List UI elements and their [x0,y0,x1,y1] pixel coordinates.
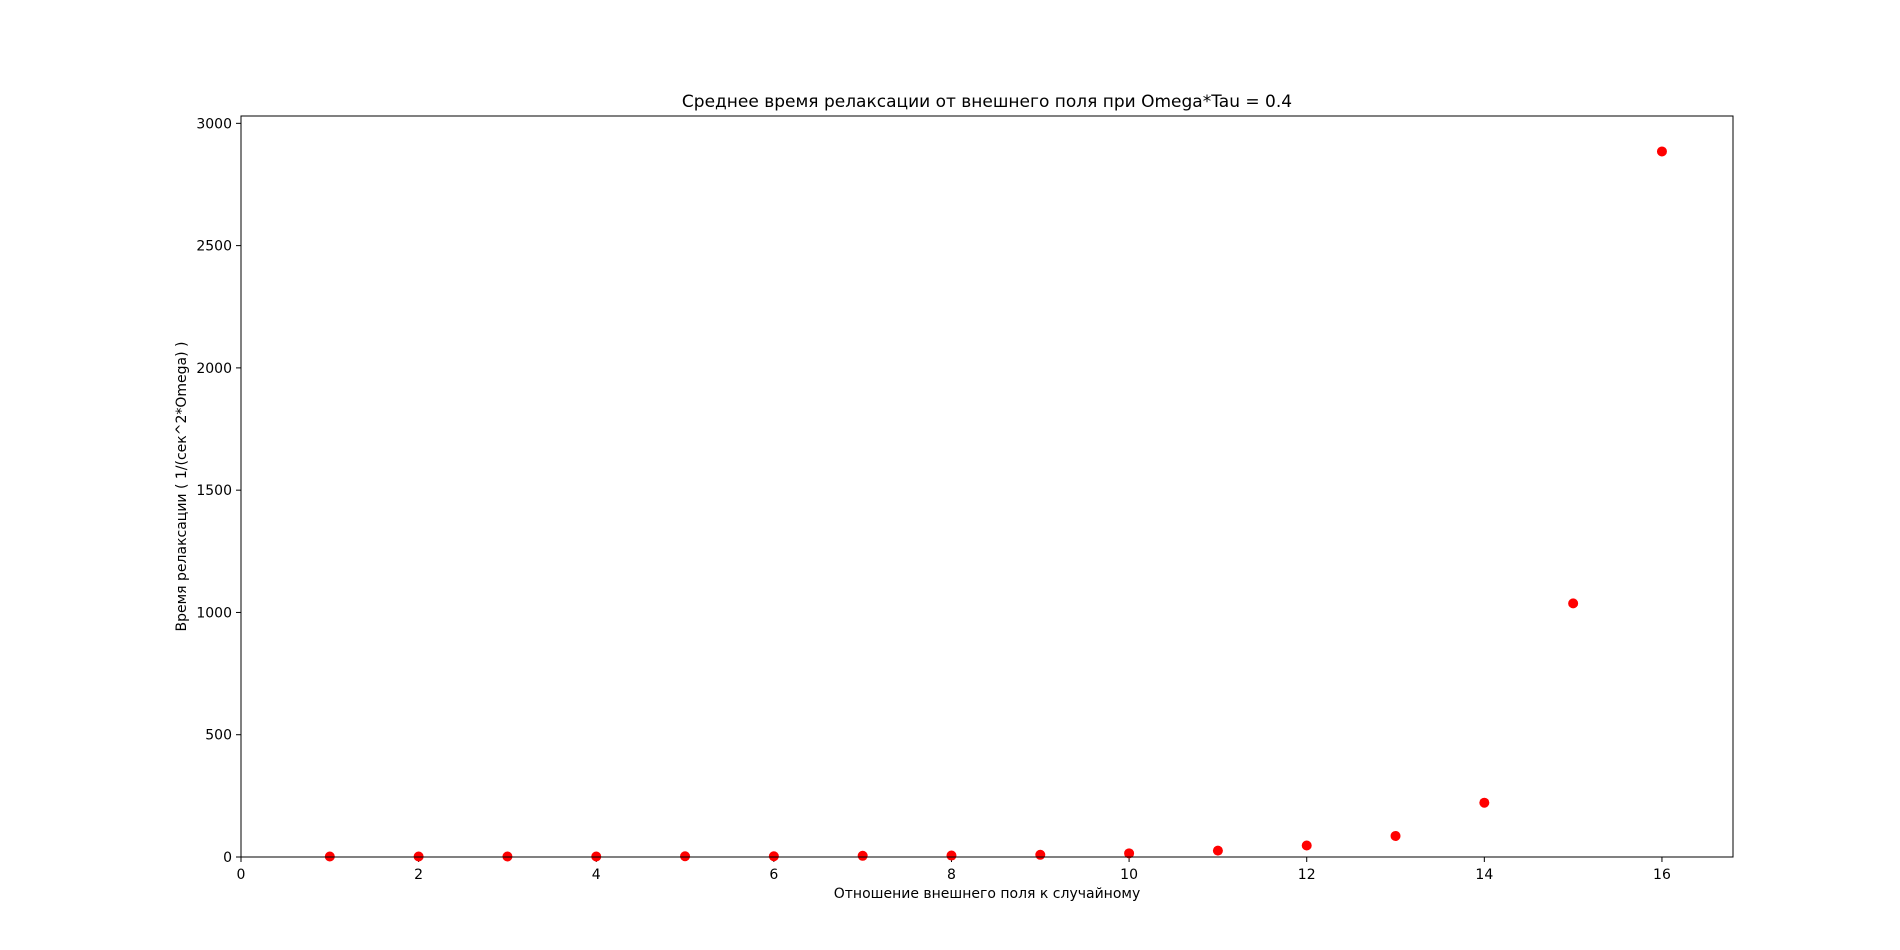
x-tick-label: 4 [592,867,601,883]
y-axis-ticks: 0 500 1000 1500 2000 2500 3000 [196,116,241,866]
data-point [857,850,868,861]
data-point [768,851,779,862]
x-tick-label: 0 [237,867,246,883]
y-tick-label: 1000 [196,605,232,621]
data-point [680,851,691,862]
data-points [324,146,1667,862]
x-tick-label: 14 [1475,867,1493,883]
data-point [1479,797,1490,808]
data-point [1301,840,1312,851]
y-tick-label: 500 [205,728,232,744]
data-point [946,850,957,861]
y-tick-label: 2500 [196,239,232,255]
data-point [1212,845,1223,856]
y-tick-label: 3000 [196,116,232,132]
data-point [1568,598,1579,609]
x-tick-label: 2 [414,867,423,883]
data-point [1656,146,1667,157]
x-tick-label: 16 [1653,867,1671,883]
plot-frame [240,115,1734,858]
x-tick-label: 6 [769,867,778,883]
y-tick-label: 1500 [196,483,232,499]
x-tick-label: 8 [947,867,956,883]
x-tick-label: 12 [1298,867,1316,883]
y-axis-label: Время релаксации ( 1/(сек^2*Omega) ) [174,342,190,632]
chart-title: Среднее время релаксации от внешнего пол… [682,92,1292,112]
x-tick-label: 10 [1120,867,1138,883]
data-point [1124,848,1135,859]
x-axis-label: Отношение внешнего поля к случайному [834,886,1141,902]
data-point [1390,830,1401,841]
data-point [1035,849,1046,860]
x-axis-ticks: 0 2 4 6 8 10 12 14 16 [237,857,1671,883]
y-tick-label: 2000 [196,361,232,377]
y-tick-label: 0 [223,850,232,866]
